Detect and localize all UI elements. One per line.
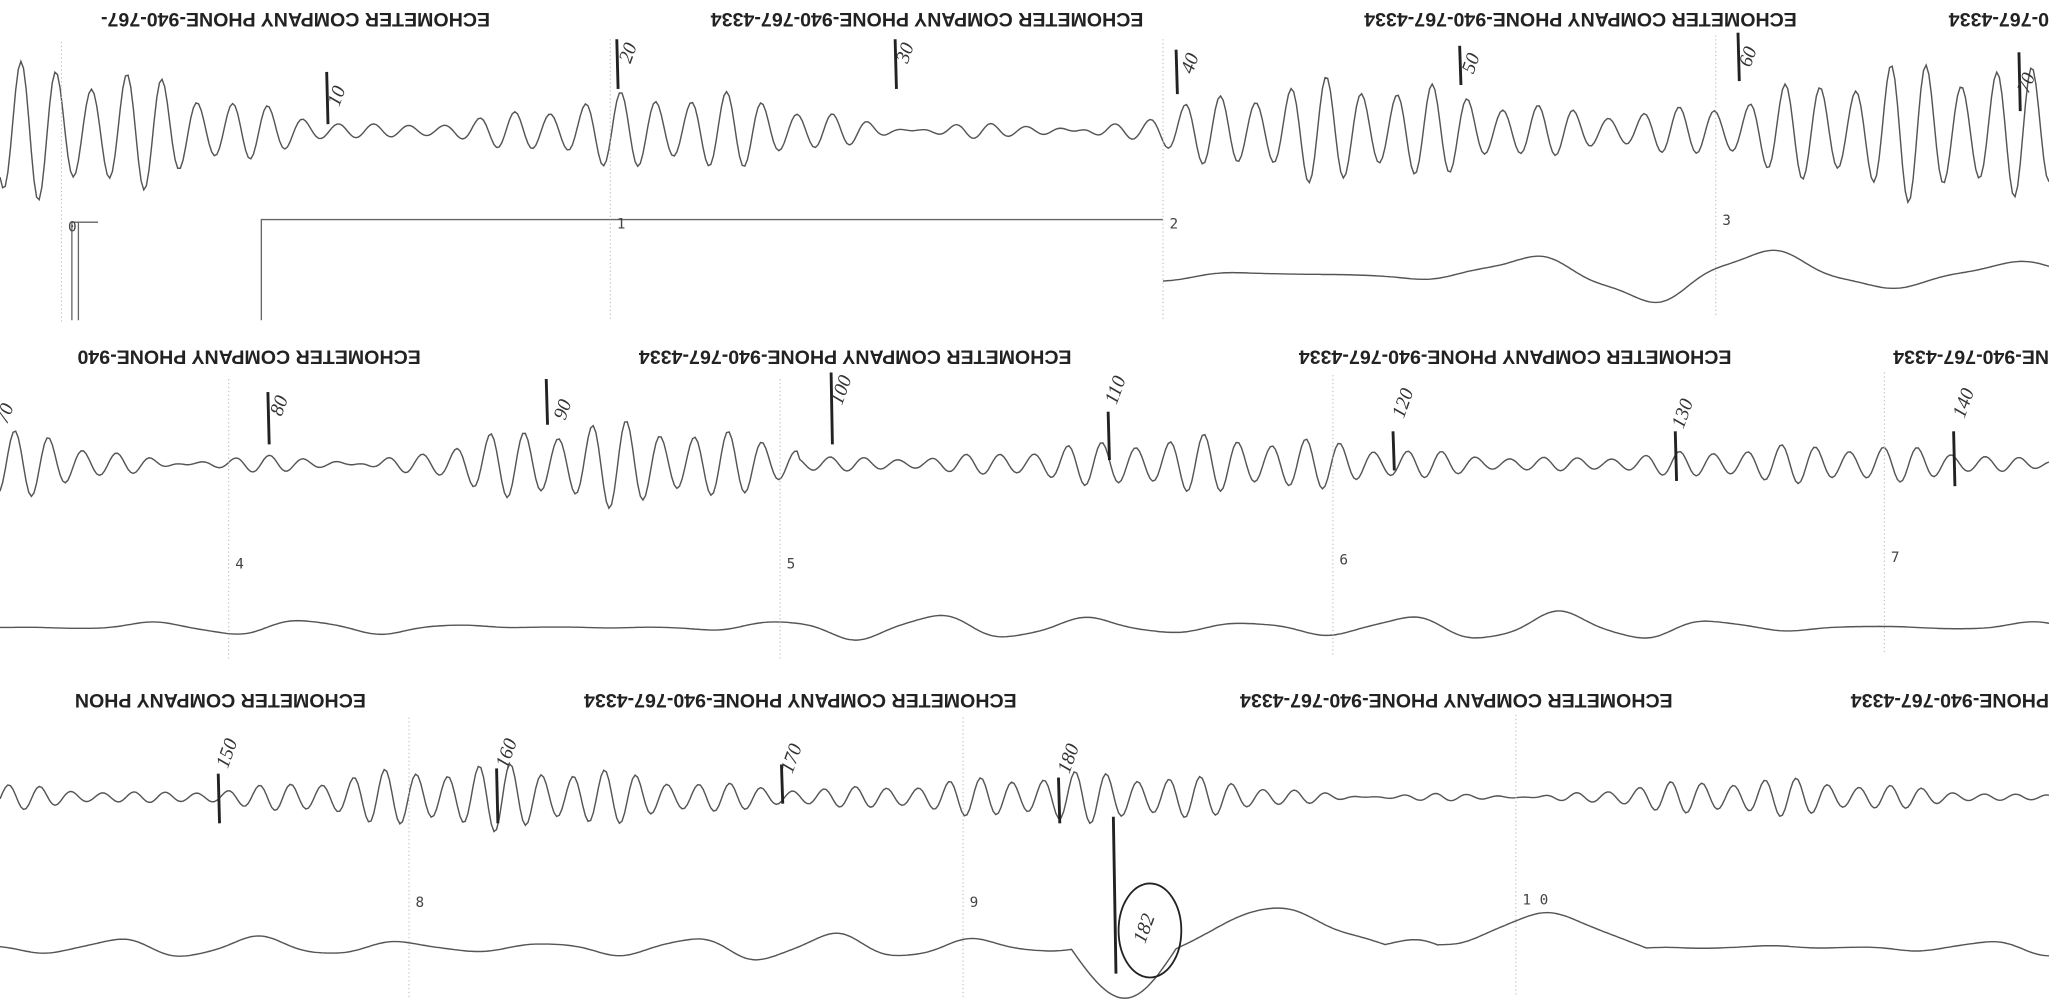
second-label: 7 — [1891, 550, 1900, 566]
joint-tick — [1106, 411, 1111, 461]
second-label: 2 — [1170, 217, 1179, 233]
header-text: ECHOMETER COMPANY PHONE-940-767-4334 — [1364, 8, 1797, 30]
fluid-level-line — [1111, 816, 1118, 974]
echo-trace — [0, 762, 2049, 833]
header-text: ECHOMETER COMPANY PHONE-940-767-4334 — [584, 689, 1017, 711]
joint-tick — [1391, 431, 1396, 471]
second-label: 6 — [1339, 553, 1348, 569]
header-text: 0-767-4334 — [1949, 8, 2049, 30]
second-label: 3 — [1722, 213, 1731, 229]
header-text: ECHOMETER COMPANY PHONE-940 — [77, 345, 420, 367]
joint-label: 70 — [0, 401, 19, 427]
echo-trace — [0, 59, 2049, 205]
joint-tick — [266, 392, 271, 445]
slow-trace — [0, 907, 2049, 999]
header-text: NE-940-767-4334 — [1893, 345, 2049, 367]
joint-tick — [216, 773, 221, 824]
joint-tick — [1736, 32, 1741, 82]
slow-trace — [0, 610, 2049, 641]
joint-tick — [325, 71, 330, 125]
joint-tick — [1952, 431, 1957, 487]
joint-tick — [1057, 777, 1062, 824]
header-text: PHONE-940-767-4334 — [1851, 689, 2049, 711]
second-label: 1 0 — [1522, 892, 1548, 908]
joint-tick — [1174, 49, 1179, 95]
second-label: 8 — [416, 895, 425, 911]
circle-mark — [1117, 882, 1183, 979]
echo-trace — [0, 420, 2049, 510]
second-label: 5 — [787, 556, 796, 572]
header-text: ECHOMETER COMPANY PHONE-940-767-4334 — [1240, 689, 1673, 711]
joint-tick — [780, 764, 785, 804]
header-text: ECHOMETER COMPANY PHON — [75, 689, 366, 711]
joint-tick — [829, 372, 834, 445]
second-label: 9 — [970, 895, 979, 911]
joint-tick — [544, 378, 549, 425]
slow-trace — [1162, 249, 2049, 304]
header-text: ECHOMETER COMPANY PHONE-940-767-4334 — [711, 8, 1144, 30]
header-text: ECHOMETER COMPANY PHONE-940-767-4334 — [1299, 345, 1732, 367]
joint-tick — [893, 39, 898, 89]
record-frame — [71, 218, 1164, 321]
joint-tick — [1458, 45, 1463, 86]
header-text: ECHOMETER COMPANY PHONE-940-767- — [101, 8, 490, 30]
header-text: ECHOMETER COMPANY PHONE-940-767-4334 — [639, 345, 1072, 367]
second-label: 4 — [235, 556, 244, 572]
joint-tick — [615, 39, 620, 89]
second-label: 1 — [617, 217, 626, 233]
second-label: 0 — [68, 219, 77, 235]
joint-tick — [495, 768, 500, 824]
joint-tick — [1673, 431, 1679, 481]
joint-tick — [2017, 52, 2022, 112]
